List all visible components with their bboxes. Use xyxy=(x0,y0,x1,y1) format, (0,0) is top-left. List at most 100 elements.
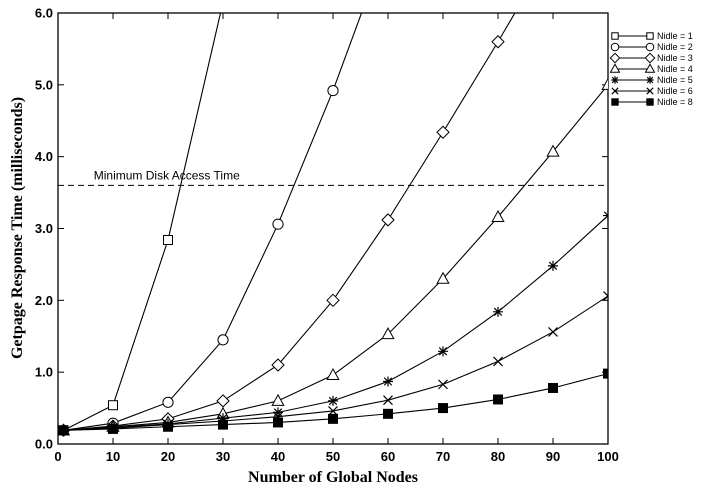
data-point xyxy=(272,218,284,230)
legend-label: Nidle = 6 xyxy=(657,86,693,96)
data-point xyxy=(328,395,338,406)
y-tick-label: 3.0 xyxy=(35,221,53,236)
data-point xyxy=(383,408,393,419)
legend-marker xyxy=(610,42,620,52)
data-point xyxy=(163,421,173,432)
legend-label: Nidle = 1 xyxy=(657,31,693,41)
data-point xyxy=(491,209,505,223)
data-point xyxy=(163,234,173,245)
data-point xyxy=(108,400,118,411)
data-point xyxy=(601,77,608,90)
x-tick-label: 0 xyxy=(54,449,61,464)
legend-marker xyxy=(644,63,656,73)
data-point xyxy=(603,368,608,379)
legend-marker xyxy=(609,52,621,64)
data-point xyxy=(381,327,395,340)
x-tick-label: 70 xyxy=(436,449,450,464)
x-tick-label: 30 xyxy=(216,449,230,464)
series-lines xyxy=(63,13,608,431)
legend-label: Nidle = 3 xyxy=(657,53,693,63)
series-line xyxy=(63,13,516,431)
legend-marker xyxy=(609,63,621,73)
data-point xyxy=(271,358,285,372)
legend-marker xyxy=(646,98,654,106)
legend-marker xyxy=(611,87,619,95)
x-tick-label: 50 xyxy=(326,449,340,464)
annotation-layer: Minimum Disk Access Time xyxy=(58,168,608,186)
data-point xyxy=(383,395,393,406)
x-tick-label: 10 xyxy=(106,449,120,464)
legend-label: Nidle = 8 xyxy=(657,97,693,107)
x-axis-title: Number of Global Nodes xyxy=(248,469,418,486)
data-point xyxy=(162,396,174,408)
y-tick-label: 4.0 xyxy=(35,149,53,164)
series-markers xyxy=(58,35,608,438)
data-point xyxy=(493,306,503,317)
legend-label: Nidle = 5 xyxy=(657,75,693,85)
x-tick-label: 60 xyxy=(381,449,395,464)
series-line xyxy=(63,295,608,431)
legend-item: Nidle = 5 xyxy=(611,75,693,85)
legend-item: Nidle = 6 xyxy=(611,86,693,96)
y-axis-title: Getpage Response Time (milliseconds) xyxy=(9,97,26,359)
legend-marker xyxy=(646,76,654,84)
y-tick-label: 2.0 xyxy=(35,293,53,308)
x-tick-label: 40 xyxy=(271,449,285,464)
data-point xyxy=(548,382,558,393)
y-tick-label: 5.0 xyxy=(35,77,53,92)
series-line xyxy=(63,13,363,431)
data-point xyxy=(216,394,230,408)
legend-item: Nidle = 1 xyxy=(611,31,693,41)
x-tick-label: 90 xyxy=(546,449,560,464)
data-point xyxy=(436,271,450,284)
legend-marker xyxy=(611,76,619,84)
legend-marker xyxy=(644,52,656,64)
data-point xyxy=(108,423,118,434)
data-point xyxy=(491,35,505,49)
data-point xyxy=(218,413,228,424)
legend-item: Nidle = 4 xyxy=(609,63,693,74)
data-point xyxy=(438,403,448,414)
data-point xyxy=(328,413,338,424)
data-point xyxy=(271,393,285,406)
data-point xyxy=(493,356,503,367)
x-tick-label: 20 xyxy=(161,449,175,464)
x-tick-label: 80 xyxy=(491,449,505,464)
legend-item: Nidle = 8 xyxy=(611,97,693,107)
data-point xyxy=(218,419,228,430)
data-point xyxy=(273,407,283,418)
legend-label: Nidle = 2 xyxy=(657,42,693,52)
data-point xyxy=(381,213,395,227)
data-point xyxy=(58,425,69,436)
data-point xyxy=(327,84,339,97)
data-point xyxy=(438,379,448,390)
legend-item: Nidle = 2 xyxy=(610,42,693,52)
data-point xyxy=(493,394,503,405)
data-point xyxy=(438,346,448,357)
legend-marker xyxy=(645,42,655,52)
y-tick-label: 1.0 xyxy=(35,365,53,380)
legend-marker xyxy=(611,98,619,106)
series-line xyxy=(63,13,222,431)
data-point xyxy=(436,125,450,139)
legend-label: Nidle = 4 xyxy=(657,64,693,74)
data-point xyxy=(548,327,558,337)
data-point xyxy=(383,376,393,387)
axes: 0 10 20 30 40 50 60 70 80 90 100 0.0 1.0 2.0 3.0 4.0 5.0… xyxy=(35,6,619,465)
y-tick-label: 6.0 xyxy=(35,6,53,21)
legend-marker xyxy=(646,32,654,40)
data-point xyxy=(546,144,560,157)
legend-item: Nidle = 3 xyxy=(609,52,693,64)
legend-marker xyxy=(611,32,619,40)
data-point xyxy=(548,260,558,271)
legend-marker xyxy=(646,87,654,95)
data-point xyxy=(217,334,229,346)
data-point xyxy=(273,417,283,428)
x-tick-label: 100 xyxy=(597,449,619,464)
data-point xyxy=(603,291,608,301)
data-point xyxy=(326,293,340,308)
data-point xyxy=(603,210,608,221)
y-tick-label: 0.0 xyxy=(35,437,53,452)
